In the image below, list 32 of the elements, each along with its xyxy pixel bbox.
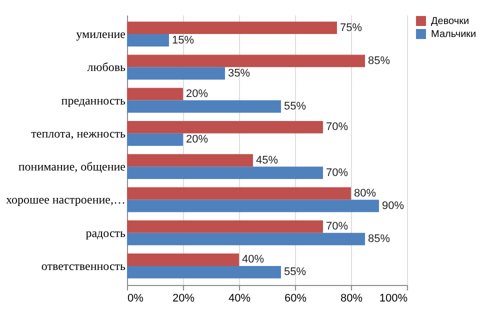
- data-label: 85%: [368, 54, 390, 67]
- legend-label: Мальчики: [431, 29, 476, 40]
- y-tick-label: любовь: [87, 60, 126, 74]
- y-tick-label: радость: [86, 226, 126, 240]
- data-label: 45%: [256, 154, 278, 166]
- data-label: 80%: [354, 187, 376, 200]
- x-tick-label: 80%: [340, 292, 363, 304]
- x-tick-label: 100%: [379, 292, 408, 304]
- y-tick-label: преданность: [61, 93, 126, 108]
- x-tick-label: 20%: [172, 292, 195, 304]
- y-tick-label: ответственность: [41, 258, 126, 273]
- data-label: 55%: [284, 100, 306, 113]
- data-label: 70%: [326, 220, 348, 233]
- x-tick-label: 40%: [228, 292, 251, 304]
- data-label: 15%: [172, 34, 194, 46]
- y-tick-label: хорошее настроение,…: [6, 192, 126, 207]
- data-label: 40%: [242, 254, 264, 266]
- data-label: 20%: [186, 88, 208, 100]
- x-tick-label: 60%: [284, 292, 307, 304]
- data-label: 75%: [340, 22, 362, 34]
- y-tick-label: понимание, общение: [18, 160, 126, 174]
- data-label: 35%: [228, 67, 250, 80]
- data-label: 85%: [368, 233, 390, 246]
- y-tick-label: умиление: [76, 27, 126, 42]
- data-label: 55%: [284, 266, 306, 278]
- data-label: 70%: [326, 121, 348, 134]
- data-label: 70%: [326, 166, 348, 179]
- data-label: 90%: [382, 200, 404, 212]
- x-tick-label: 0%: [128, 292, 144, 304]
- legend-label: Девочки: [431, 16, 470, 27]
- y-tick-label: теплота, нежность: [31, 126, 126, 140]
- data-label: 20%: [186, 134, 208, 146]
